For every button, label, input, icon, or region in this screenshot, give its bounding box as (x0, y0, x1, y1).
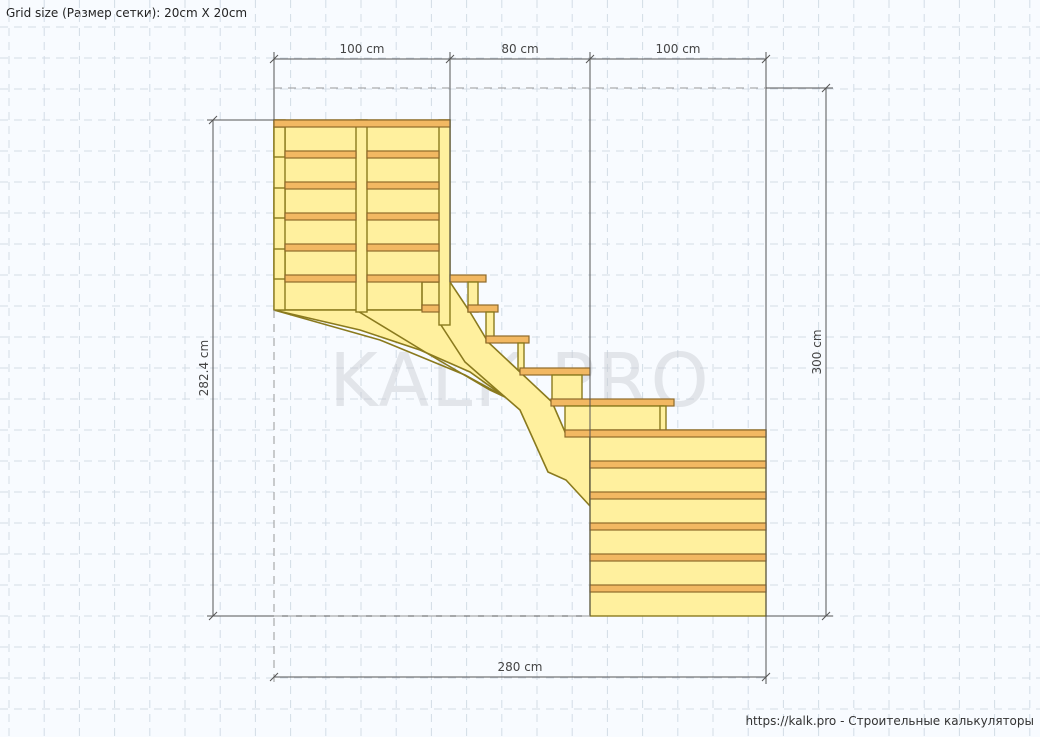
winder-tread (485, 335, 530, 344)
winder-riser (517, 342, 525, 371)
upper-tread (366, 212, 440, 221)
upper-top-tread (273, 119, 451, 128)
post-segment (273, 248, 286, 280)
dimension-label-bottom-total: 280 cm (497, 660, 542, 674)
staircase (273, 119, 767, 617)
dimension-label-top-middle: 80 cm (501, 42, 538, 56)
upper-tread (284, 274, 357, 283)
lower-tread (589, 522, 767, 531)
post-segment (273, 126, 286, 158)
upper-tread (366, 243, 440, 252)
site-credit-link[interactable]: https://kalk.pro - Строительные калькуля… (745, 714, 1034, 728)
dimension-lines (207, 52, 833, 684)
winder-tread (550, 398, 675, 407)
post-segment (273, 187, 286, 219)
winder-tread (449, 274, 487, 283)
upper-tread (284, 212, 357, 221)
upper-tread (366, 181, 440, 190)
lower-tread (589, 491, 767, 500)
lower-tread (589, 584, 767, 593)
winder-tread (519, 367, 591, 376)
upper-tread (284, 181, 357, 190)
upper-tread (366, 274, 440, 283)
winder-riser (659, 405, 667, 433)
upper-middle-stringer (355, 119, 368, 313)
winder-stringer-line-3 (438, 321, 506, 398)
winder-tread (467, 304, 499, 313)
upper-tread (366, 150, 440, 159)
dimension-label-right-height: 300 cm (810, 329, 824, 374)
lower-top-tread (564, 429, 767, 438)
dimension-label-left-height: 282.4 cm (197, 340, 211, 396)
winder-stringer-line-2 (355, 309, 506, 398)
winder-riser (551, 374, 583, 404)
upper-tread (284, 243, 357, 252)
dimension-label-top-left: 100 cm (339, 42, 384, 56)
winder-riser (564, 405, 664, 433)
upper-tread (284, 150, 357, 159)
grid-size-caption: Grid size (Размер сетки): 20cm X 20cm (6, 6, 248, 20)
dimension-label-top-right: 100 cm (655, 42, 700, 56)
lower-tread (589, 553, 767, 562)
lower-tread (589, 460, 767, 469)
winder-stringer-line-1 (273, 309, 506, 398)
winder-tread (421, 304, 440, 313)
upper-right-stringer (438, 119, 451, 326)
